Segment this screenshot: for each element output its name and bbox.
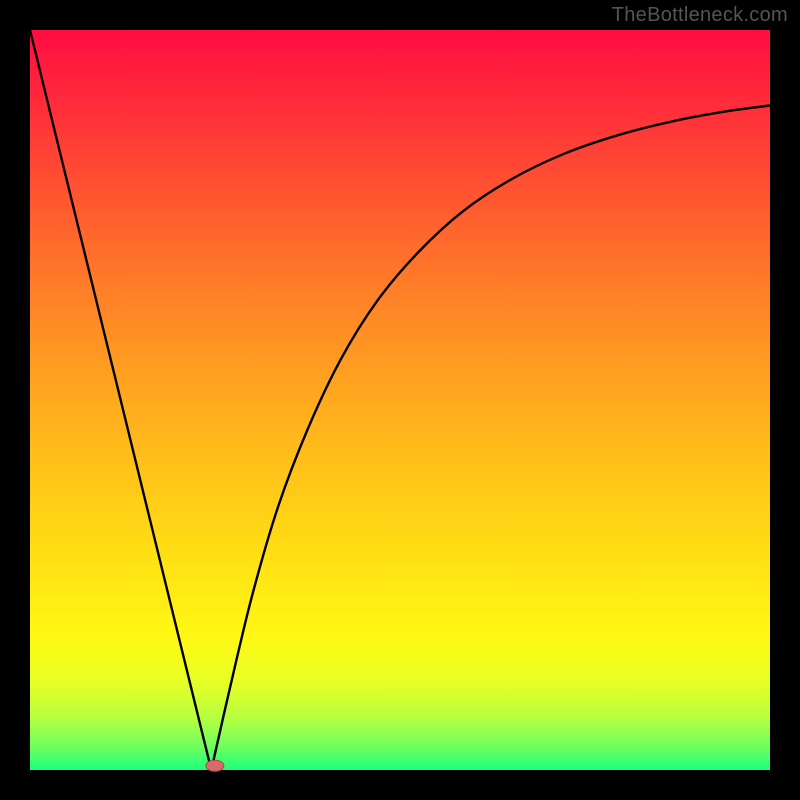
bottleneck-curve	[30, 30, 770, 770]
plot-area	[30, 30, 770, 770]
watermark-text: TheBottleneck.com	[612, 4, 788, 27]
minimum-marker	[205, 759, 224, 772]
